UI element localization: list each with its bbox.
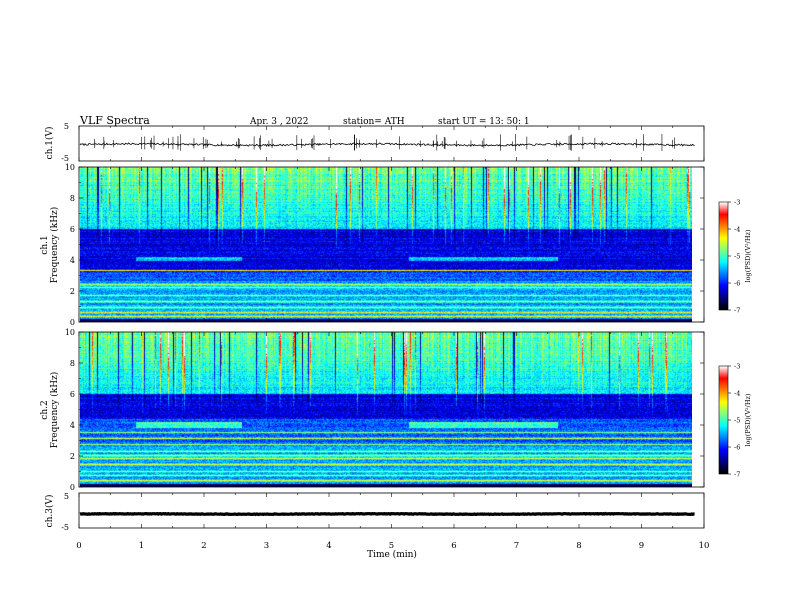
ch2-colorbar: -3 -4 -5 -6 -7 log(PSD)(V²/Hz) — [718, 363, 752, 479]
ch1-spectrogram-xticks — [78, 167, 705, 322]
ch1-frequency-tick-label: 8 — [70, 194, 75, 203]
time-tick-label: 1 — [139, 541, 144, 551]
ch1-waveform-panel: 5 -5 ch.1(V) — [44, 122, 705, 163]
time-axis-label: Time (min) — [367, 549, 417, 560]
ch2-frequency-tick-label: 0 — [70, 483, 75, 492]
ch1-waveform-trace — [79, 142, 695, 147]
ch3-ytick-bottom: -5 — [61, 523, 69, 532]
ch1-ytick-top: 5 — [64, 122, 69, 131]
time-tick-label: 4 — [326, 541, 331, 551]
ch1-frequency-tick-label: 2 — [70, 287, 75, 296]
ch2-spectrogram-ylabel-frequency: Frequency (kHz) — [49, 372, 60, 449]
figure-header: VLF Spectra Apr. 3 , 2022 station= ATH s… — [79, 114, 530, 127]
figure-station: station= ATH — [343, 117, 405, 127]
time-axis-tick-labels: 0 1 2 3 4 5 6 7 8 9 10 — [76, 541, 709, 551]
ch2-colorbar-label: log(PSD)(V²/Hz) — [744, 393, 752, 446]
ch1-spectrogram-yticks: 0 2 4 6 8 10 — [65, 163, 704, 327]
ch1-colorbar-ticks: -3 -4 -5 -6 -7 — [728, 199, 740, 315]
ch2-frequency-tick-label: 10 — [65, 328, 75, 337]
ch1-ytick-bottom: -5 — [61, 154, 69, 163]
ch1-frequency-tick-label: 10 — [65, 163, 75, 172]
ch3-waveform-frame — [78, 492, 705, 529]
time-tick-label: 7 — [514, 541, 519, 551]
ch2-colorbar-ticks: -3 -4 -5 -6 -7 — [728, 363, 740, 479]
ch1-colorbar: -3 -4 -5 -6 -7 log(PSD)(V²/Hz) — [718, 199, 752, 315]
figure-start-time: start UT = 13: 50: 1 — [438, 117, 530, 127]
colorbar-tick-label: -5 — [734, 417, 740, 425]
time-tick-label: 0 — [76, 541, 81, 551]
ch3-ytick-top: 5 — [64, 492, 69, 501]
ch2-frequency-tick-label: 4 — [70, 421, 75, 430]
ch1-spectrogram-panel: 0 2 4 6 8 10 ch.1 Frequency (kHz) — [40, 163, 705, 327]
ch2-spectrogram-yticks: 0 2 4 6 8 10 — [65, 328, 704, 492]
colorbar-tick-label: -3 — [734, 363, 740, 371]
ch2-spectrogram-image — [80, 332, 692, 487]
ch2-frequency-tick-label: 2 — [70, 452, 75, 461]
figure-title: VLF Spectra — [79, 114, 150, 127]
colorbar-tick-label: -5 — [734, 253, 740, 261]
colorbar-tick-label: -6 — [734, 280, 740, 288]
time-tick-label: 2 — [201, 541, 206, 551]
time-tick-label: 6 — [451, 541, 456, 551]
figure-date: Apr. 3 , 2022 — [249, 117, 309, 127]
ch3-waveform-ticks — [78, 493, 705, 528]
time-tick-label: 10 — [699, 541, 710, 551]
colorbar-tick-label: -7 — [734, 471, 740, 479]
ch2-spectrogram-panel: 0 2 4 6 8 10 ch.2 Frequency (kHz) — [40, 328, 705, 492]
colorbar-tick-label: -7 — [734, 307, 740, 315]
ch1-waveform-ticks — [78, 126, 705, 161]
ch1-spectrogram-ylabel-frequency: Frequency (kHz) — [49, 207, 60, 284]
ch1-spectrogram-image — [80, 167, 692, 322]
ch1-frequency-tick-label: 6 — [70, 225, 75, 234]
colorbar-tick-label: -6 — [734, 444, 740, 452]
ch1-frequency-tick-label: 4 — [70, 256, 75, 265]
ch1-colorbar-gradient — [719, 202, 728, 310]
ch3-waveform-ylabel: ch.3(V) — [44, 495, 55, 528]
ch1-waveform-ylabel: ch.1(V) — [44, 127, 55, 160]
ch3-waveform-line — [79, 511, 695, 517]
ch1-waveform-line — [79, 134, 695, 151]
ch1-colorbar-label: log(PSD)(V²/Hz) — [744, 229, 752, 282]
ch2-frequency-tick-label: 8 — [70, 359, 75, 368]
time-tick-label: 3 — [264, 541, 269, 551]
time-axis: 0 1 2 3 4 5 6 7 8 9 10 Time (min) — [76, 541, 709, 560]
ch2-frequency-tick-label: 6 — [70, 390, 75, 399]
ch3-waveform-panel: 5 -5 ch.3(V) — [44, 492, 705, 532]
ch1-spectrogram-ylabel-channel: ch.1 — [40, 235, 50, 254]
colorbar-tick-label: -3 — [734, 199, 740, 207]
ch1-frequency-tick-label: 0 — [70, 318, 75, 327]
ch2-spectrogram-ylabel-channel: ch.2 — [40, 400, 50, 419]
time-tick-label: 5 — [389, 541, 394, 551]
ch2-spectrogram-xticks — [78, 332, 705, 487]
time-tick-label: 8 — [576, 541, 581, 551]
colorbar-tick-label: -4 — [734, 390, 740, 398]
ch3-waveform-trace — [79, 511, 695, 517]
time-tick-label: 9 — [639, 541, 644, 551]
colorbar-tick-label: -4 — [734, 226, 740, 234]
ch2-colorbar-gradient — [719, 366, 728, 474]
